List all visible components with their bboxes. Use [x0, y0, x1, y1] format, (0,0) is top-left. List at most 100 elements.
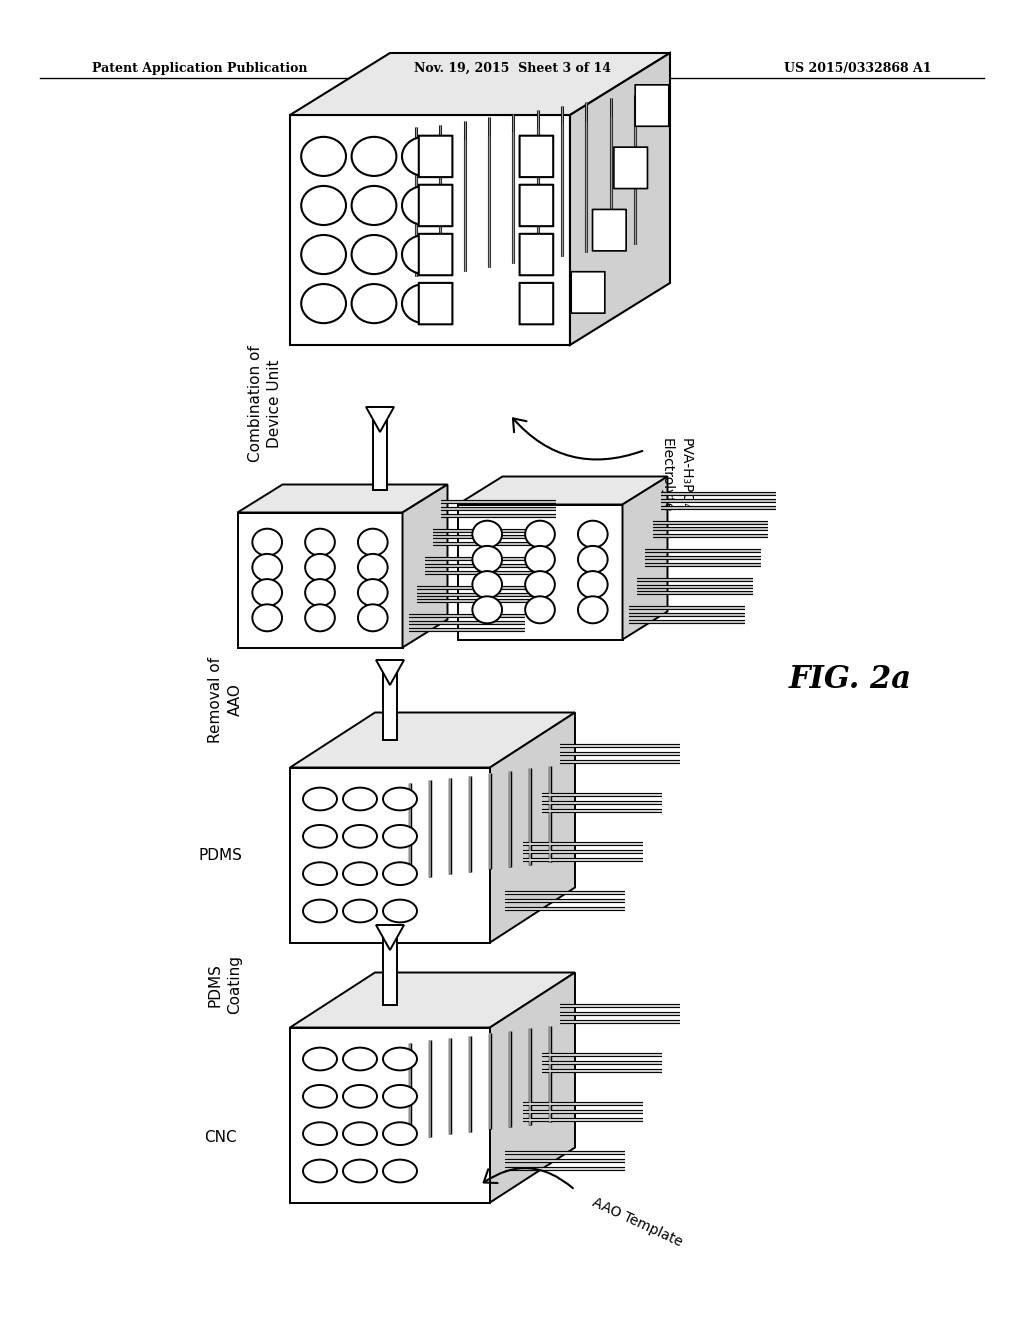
Ellipse shape — [343, 825, 377, 847]
Polygon shape — [383, 925, 397, 1005]
Polygon shape — [290, 1027, 490, 1203]
Ellipse shape — [305, 605, 335, 631]
Ellipse shape — [303, 1085, 337, 1107]
Ellipse shape — [402, 284, 446, 323]
Polygon shape — [458, 477, 668, 504]
Text: FIG. 2a: FIG. 2a — [788, 664, 911, 696]
Ellipse shape — [343, 1085, 377, 1107]
Ellipse shape — [252, 579, 282, 606]
Text: CNC: CNC — [204, 1130, 237, 1144]
Ellipse shape — [525, 520, 555, 548]
Ellipse shape — [402, 186, 446, 224]
Ellipse shape — [252, 605, 282, 631]
Polygon shape — [290, 973, 575, 1027]
Polygon shape — [290, 713, 575, 767]
Ellipse shape — [303, 1048, 337, 1071]
Polygon shape — [402, 484, 447, 648]
Text: PDMS: PDMS — [198, 847, 242, 862]
FancyBboxPatch shape — [419, 282, 453, 325]
Polygon shape — [376, 925, 404, 950]
Ellipse shape — [383, 862, 417, 884]
Ellipse shape — [578, 546, 607, 573]
Ellipse shape — [358, 605, 388, 631]
Ellipse shape — [358, 529, 388, 556]
Text: PVA-H₃PO₄
Electrolyte: PVA-H₃PO₄ Electrolyte — [660, 438, 692, 512]
FancyArrowPatch shape — [483, 1168, 572, 1188]
Ellipse shape — [578, 597, 607, 623]
Ellipse shape — [351, 284, 396, 323]
Ellipse shape — [343, 862, 377, 884]
Polygon shape — [373, 407, 387, 490]
Ellipse shape — [383, 1048, 417, 1071]
Ellipse shape — [301, 235, 346, 275]
Ellipse shape — [343, 1122, 377, 1144]
Ellipse shape — [343, 788, 377, 810]
Text: Combination of
Device Unit: Combination of Device Unit — [248, 345, 283, 462]
Ellipse shape — [343, 900, 377, 923]
Polygon shape — [238, 484, 447, 512]
Ellipse shape — [472, 520, 502, 548]
Ellipse shape — [305, 554, 335, 581]
Text: PDMS
Coating: PDMS Coating — [208, 956, 243, 1015]
Ellipse shape — [301, 284, 346, 323]
Polygon shape — [290, 767, 490, 942]
FancyBboxPatch shape — [519, 185, 553, 226]
Polygon shape — [458, 504, 623, 639]
Ellipse shape — [343, 1160, 377, 1183]
Ellipse shape — [343, 1048, 377, 1071]
Ellipse shape — [303, 1160, 337, 1183]
Ellipse shape — [402, 235, 446, 275]
FancyBboxPatch shape — [519, 282, 553, 325]
Polygon shape — [490, 973, 575, 1203]
Ellipse shape — [383, 1085, 417, 1107]
Polygon shape — [570, 53, 670, 345]
Polygon shape — [290, 53, 670, 115]
Polygon shape — [623, 477, 668, 639]
Ellipse shape — [252, 554, 282, 581]
Ellipse shape — [351, 137, 396, 176]
Ellipse shape — [303, 788, 337, 810]
Text: AAO Template: AAO Template — [590, 1195, 685, 1249]
Ellipse shape — [578, 572, 607, 598]
Ellipse shape — [578, 520, 607, 548]
Ellipse shape — [301, 137, 346, 176]
Polygon shape — [376, 660, 404, 685]
Ellipse shape — [303, 900, 337, 923]
FancyArrowPatch shape — [513, 418, 642, 459]
FancyBboxPatch shape — [593, 210, 626, 251]
FancyBboxPatch shape — [635, 84, 669, 127]
Polygon shape — [383, 660, 397, 741]
Ellipse shape — [351, 186, 396, 224]
Ellipse shape — [383, 1160, 417, 1183]
Ellipse shape — [303, 1122, 337, 1144]
Ellipse shape — [472, 546, 502, 573]
FancyBboxPatch shape — [419, 136, 453, 177]
Polygon shape — [366, 407, 394, 432]
Ellipse shape — [303, 862, 337, 884]
Ellipse shape — [301, 186, 346, 224]
Text: Patent Application Publication: Patent Application Publication — [92, 62, 307, 75]
Text: Removal of
AAO: Removal of AAO — [208, 657, 243, 743]
Ellipse shape — [472, 572, 502, 598]
Ellipse shape — [252, 529, 282, 556]
Polygon shape — [490, 713, 575, 942]
Ellipse shape — [305, 529, 335, 556]
FancyBboxPatch shape — [419, 185, 453, 226]
Text: Nov. 19, 2015  Sheet 3 of 14: Nov. 19, 2015 Sheet 3 of 14 — [414, 62, 610, 75]
Ellipse shape — [383, 825, 417, 847]
Ellipse shape — [472, 597, 502, 623]
Ellipse shape — [525, 546, 555, 573]
Ellipse shape — [525, 572, 555, 598]
Ellipse shape — [383, 788, 417, 810]
Ellipse shape — [358, 579, 388, 606]
FancyBboxPatch shape — [613, 147, 647, 189]
Ellipse shape — [402, 137, 446, 176]
Polygon shape — [238, 512, 402, 648]
Ellipse shape — [383, 1122, 417, 1144]
Polygon shape — [290, 115, 570, 345]
FancyBboxPatch shape — [519, 136, 553, 177]
FancyBboxPatch shape — [571, 272, 605, 313]
Ellipse shape — [305, 579, 335, 606]
Ellipse shape — [525, 597, 555, 623]
FancyBboxPatch shape — [419, 234, 453, 276]
